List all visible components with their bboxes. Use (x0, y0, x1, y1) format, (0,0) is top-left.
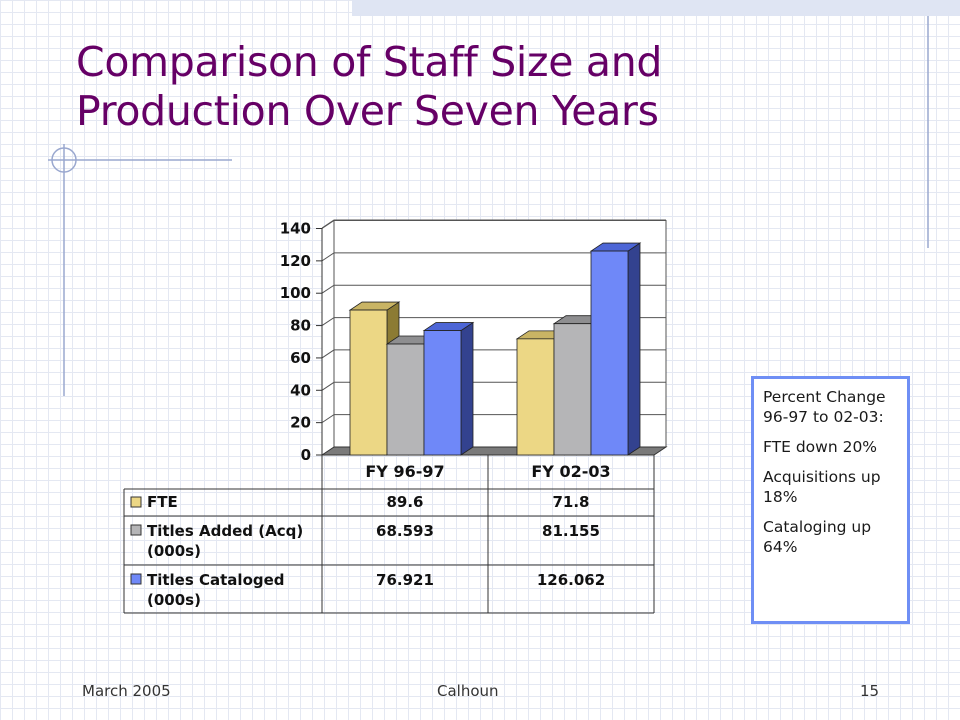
data-label-acq-02-03: 81.155 (542, 522, 600, 540)
data-label-fte-02-03: 71.8 (552, 493, 589, 511)
legend-swatch-titles-added (130, 524, 142, 536)
data-label-cat-96-97: 76.921 (376, 571, 434, 589)
legend-swatch-titles-cataloged (130, 573, 142, 585)
data-label-acq-96-97: 68.593 (376, 522, 434, 540)
data-label-fte-96-97: 89.6 (386, 493, 423, 511)
footer-date: March 2005 (82, 682, 171, 700)
y-tick-label: 60 (290, 349, 311, 367)
y-tick-label: 0 (301, 446, 311, 464)
legend-label-titles-added: Titles Added (Acq) (000s) (147, 522, 308, 560)
y-tick-label: 120 (280, 252, 311, 270)
category-label-fy-96-97: FY 96-97 (365, 462, 444, 481)
bar-2-1 (589, 242, 642, 456)
percent-change-callout: Percent Change 96-97 to 02-03: FTE down … (751, 376, 910, 624)
y-axis-ticks: 0 20 40 60 80 100 120 140 (280, 220, 322, 464)
footer-author: Calhoun (437, 682, 499, 700)
slide-title: Comparison of Staff Size and Production … (76, 38, 756, 136)
slide-title-line-2: Production Over Seven Years (76, 87, 659, 135)
decorative-crosshair (48, 0, 960, 396)
slide-title-line-1: Comparison of Staff Size and (76, 38, 663, 86)
y-tick-label: 20 (290, 414, 311, 432)
bar-marks (348, 242, 642, 456)
legend-label-fte: FTE (147, 493, 178, 511)
callout-fte: FTE down 20% (763, 438, 878, 456)
bar-2-0 (422, 321, 475, 456)
data-table: FY 96-97 FY 02-03 FTE Titles Added (Acq)… (123, 455, 655, 614)
data-label-cat-02-03: 126.062 (537, 571, 605, 589)
callout-cataloging: Cataloging up 64% (763, 518, 872, 556)
y-tick-label: 140 (280, 220, 311, 238)
legend-swatch-fte (130, 496, 142, 508)
callout-acquisitions: Acquisitions up 18% (763, 468, 881, 506)
y-tick-label: 80 (290, 317, 311, 335)
category-label-fy-02-03: FY 02-03 (531, 462, 610, 481)
y-tick-label: 100 (280, 284, 311, 302)
callout-heading: Percent Change 96-97 to 02-03: (763, 388, 886, 426)
footer-page-number: 15 (860, 682, 880, 700)
legend-label-titles-cataloged: Titles Cataloged (000s) (147, 571, 290, 609)
y-tick-label: 40 (290, 381, 311, 399)
